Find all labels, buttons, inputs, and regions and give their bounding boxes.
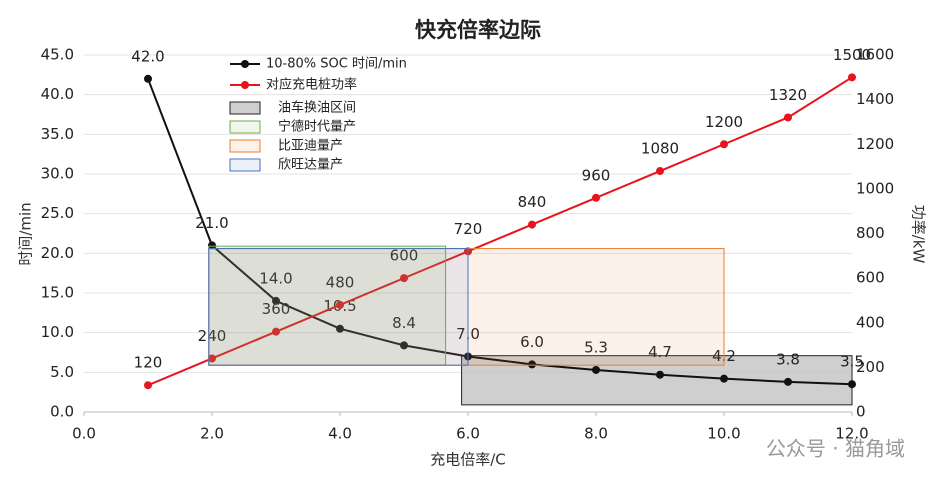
y-tick-label: 20.0 (41, 244, 74, 262)
x-tick-label: 6.0 (456, 425, 480, 443)
legend-label: 对应充电桩功率 (266, 77, 357, 93)
legend-swatch (229, 101, 261, 115)
y-tick-label: 25.0 (41, 204, 74, 222)
data-label: 8.4 (392, 314, 416, 332)
data-point (592, 193, 600, 202)
data-point (144, 381, 152, 390)
legend-label: 10-80% SOC 时间/min (266, 57, 407, 72)
data-label: 600 (390, 247, 419, 265)
y2-tick-label: 1200 (856, 135, 894, 153)
data-point (848, 73, 856, 82)
data-point (720, 140, 728, 149)
y-tick-label: 35.0 (41, 125, 74, 143)
region (208, 245, 447, 366)
y-tick-label: 10.0 (41, 323, 74, 341)
y2-axis-title: 功率/kW (910, 205, 928, 264)
y-tick-label: 30.0 (41, 165, 74, 183)
data-point (784, 113, 792, 122)
region (208, 248, 725, 366)
data-point (592, 365, 600, 374)
data-label: 720 (454, 220, 483, 238)
x-tick-label: 8.0 (584, 425, 608, 443)
data-label: 240 (198, 327, 227, 345)
data-point (720, 374, 728, 383)
data-point (848, 380, 856, 389)
data-point (144, 74, 152, 83)
data-label: 4.7 (648, 343, 672, 361)
data-point (528, 360, 536, 369)
y2-tick-label: 1600 (856, 46, 894, 64)
data-point (656, 370, 664, 379)
data-label: 360 (262, 300, 291, 318)
data-point (656, 167, 664, 176)
data-point (400, 341, 408, 350)
y-tick-label: 0.0 (50, 403, 74, 421)
y-tick-label: 45.0 (41, 46, 74, 64)
chart-title: 快充倍率边际 (415, 18, 541, 42)
y2-tick-label: 200 (856, 358, 885, 376)
x-tick-label: 10.0 (707, 425, 740, 443)
legend-swatch (229, 158, 261, 172)
y-tick-label: 15.0 (41, 284, 74, 302)
data-point (272, 327, 280, 336)
y2-tick-label: 1000 (856, 179, 894, 197)
data-label: 3.8 (776, 350, 800, 368)
data-label: 14.0 (259, 269, 292, 287)
data-label: 120 (134, 354, 163, 372)
legend-marker (241, 81, 249, 89)
data-label: 6.0 (520, 333, 544, 351)
x-tick-label: 12.0 (835, 425, 868, 443)
data-label: 5.3 (584, 338, 608, 356)
series-line (147, 78, 853, 386)
legend-marker (241, 60, 249, 68)
data-label: 480 (326, 273, 355, 291)
y2-tick-label: 1400 (856, 90, 894, 108)
data-label: 1500 (833, 46, 871, 64)
y-tick-label: 40.0 (41, 85, 74, 103)
x-tick-label: 4.0 (328, 425, 352, 443)
data-label: 960 (582, 166, 611, 184)
y2-tick-label: 800 (856, 224, 885, 242)
x-tick-label: 0.0 (72, 425, 96, 443)
data-label: 42.0 (131, 47, 164, 65)
legend-label: 油车换油区间 (278, 100, 356, 116)
data-label: 21.0 (195, 214, 228, 232)
legend-label: 宁德时代量产 (278, 119, 356, 135)
data-label: 3.5 (840, 353, 864, 371)
data-point (272, 296, 280, 305)
data-point (208, 354, 216, 363)
y-axis-title: 时间/min (17, 202, 35, 265)
y2-tick-label: 600 (856, 269, 885, 287)
legend-swatch (229, 139, 261, 153)
x-tick-label: 2.0 (200, 425, 224, 443)
y-tick-label: 5.0 (50, 363, 74, 381)
series-line (147, 76, 853, 387)
data-label: 1080 (641, 140, 679, 158)
y2-tick-label: 0 (856, 403, 866, 421)
region (208, 248, 469, 366)
watermark: 公众号 · 猫角域 (766, 437, 905, 461)
x-axis-title: 充电倍率/C (430, 451, 506, 469)
legend-label: 欣旺达量产 (278, 158, 343, 173)
data-point (208, 241, 216, 250)
data-point (784, 377, 792, 386)
data-point (528, 220, 536, 229)
legend-label: 比亚迪量产 (278, 139, 343, 154)
legend-swatch (229, 120, 261, 134)
data-point (336, 324, 344, 333)
data-label: 1200 (705, 113, 743, 131)
data-point (336, 300, 344, 309)
y2-tick-label: 400 (856, 313, 885, 331)
data-label: 840 (518, 193, 547, 211)
data-label: 1320 (769, 86, 807, 104)
data-point (400, 274, 408, 283)
